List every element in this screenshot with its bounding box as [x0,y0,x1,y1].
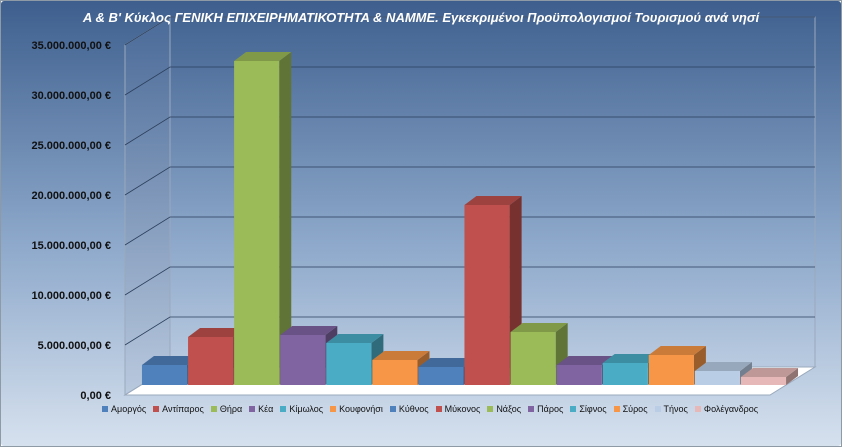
legend-item: Φολέγανδρος [694,404,759,414]
chart-title: Α & Β' Κύκλος ΓΕΝΙΚΗ ΕΠΙΧΕΙΡΗΜΑΤΙΚΟΤΗΤΑ … [82,10,760,25]
y-tick-label: 15.000.000,00 € [31,240,111,252]
legend-label: Αντίπαρος [162,404,204,414]
legend-label: Πάρος [537,404,564,414]
gridline [124,166,815,196]
legend-label: Σίφνος [579,404,607,414]
gridline [124,216,815,246]
side-wall [124,16,171,396]
gridline [124,66,815,96]
legend-swatch [654,406,661,412]
legend-item: Σύρος [613,404,648,414]
bar [234,52,292,385]
legend-swatch [613,406,620,412]
y-tick-label: 35.000.000,00 € [31,40,111,52]
legend-item: Κέα [249,404,273,414]
legend-label: Κύθνος [398,404,429,414]
legend-label: Σύρος [622,404,648,414]
legend-swatch [330,406,337,412]
gridline [124,266,815,296]
legend-label: Μύκονος [444,404,481,414]
legend-label: Κέα [258,404,274,414]
legend-item: Νάξος [487,404,521,414]
legend-item: Κουφονήσι [330,404,383,414]
y-tick-label: 30.000.000,00 € [31,90,111,102]
legend-swatch [694,406,701,412]
chart-legend: Αμοργός Αντίπαρος Θήρα Κέα Κίμωλος Κουφονήσι Κ… [102,404,765,414]
gridline [124,16,815,46]
legend-label: Τήνος [663,404,688,414]
legend-swatch [435,406,442,412]
gridline [124,116,815,146]
legend-label: Φολέγανδρος [703,404,759,414]
bar [740,368,799,385]
legend-swatch [570,406,577,412]
legend-item: Θήρα [210,404,243,414]
legend-label: Κουφονήσι [339,404,383,414]
legend-swatch [249,406,256,412]
y-tick-label: 25.000.000,00 € [31,140,111,152]
legend-label: Θήρα [219,404,243,414]
legend-swatch [528,406,535,412]
bar [694,362,752,385]
legend-label: Αμοργός [111,404,147,414]
legend-swatch [487,406,494,412]
y-tick-label: 5.000.000,00 € [38,340,111,352]
legend-item: Τήνος [654,404,688,414]
legend-label: Κίμωλος [289,404,324,414]
legend-item: Αντίπαρος [153,404,204,414]
y-tick-label: 0,00 € [80,390,111,402]
y-tick-label: 20.000.000,00 € [31,190,111,202]
legend-swatch [102,406,108,412]
legend-item: Κίμωλος [280,404,323,414]
legend-swatch [210,406,217,412]
legend-item: Πάρος [528,404,563,414]
legend-item: Κύθνος [389,404,429,414]
legend-swatch [389,406,396,412]
legend-item: Μύκονος [435,404,481,414]
legend-swatch [280,406,287,412]
legend-item: Σίφνος [570,404,607,414]
legend-item: Αμοργός [102,404,146,414]
legend-swatch [153,406,160,412]
legend-label: Νάξος [496,404,522,414]
gridline [124,316,815,346]
y-tick-label: 10.000.000,00 € [31,290,111,302]
